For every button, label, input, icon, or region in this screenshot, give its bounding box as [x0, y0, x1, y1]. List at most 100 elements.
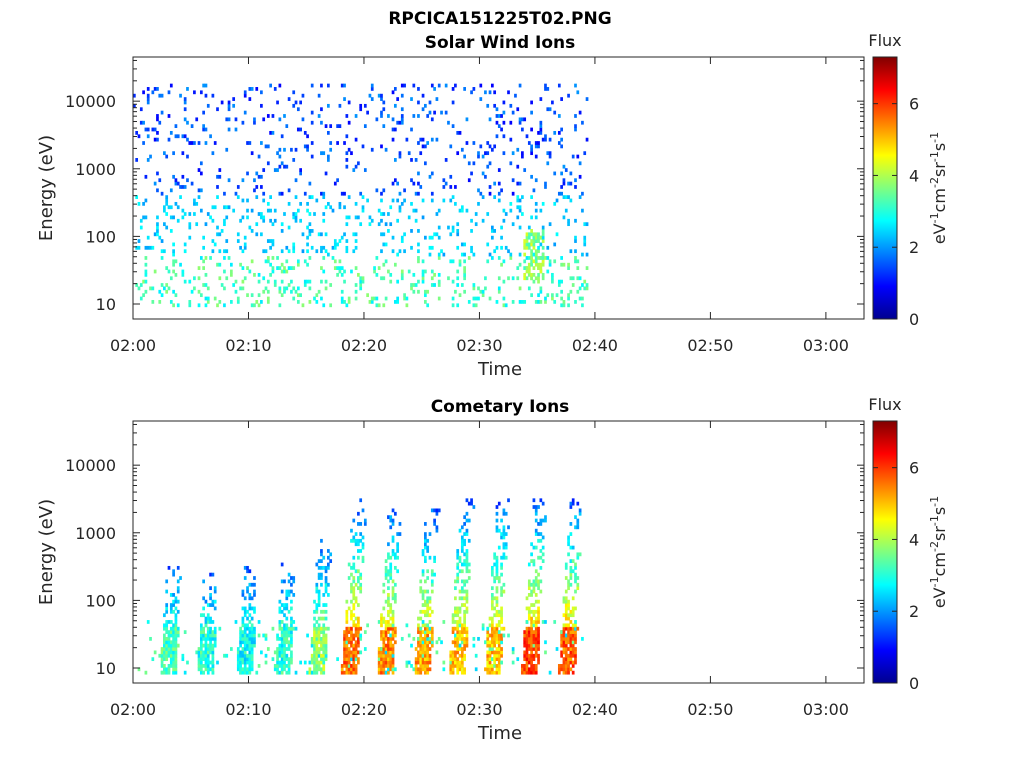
flux-cell [299, 293, 302, 298]
flux-cell [391, 586, 395, 591]
flux-cell [384, 653, 388, 658]
flux-cell [417, 256, 420, 260]
flux-cell [165, 198, 169, 203]
flux-cell [324, 124, 328, 128]
flux-cell [347, 215, 351, 220]
flux-cell [278, 117, 282, 122]
flux-cell [264, 660, 268, 665]
flux-cell [357, 511, 360, 516]
flux-cell [585, 252, 589, 257]
flux-cell [511, 151, 515, 156]
flux-cell [232, 97, 236, 101]
flux-cell [209, 256, 212, 260]
flux-cell [377, 208, 381, 213]
flux-cell [574, 650, 577, 655]
flux-cell [428, 599, 432, 604]
flux-cell [451, 229, 455, 233]
flux-cell [241, 670, 245, 675]
flux-cell [421, 276, 425, 281]
flux-cell [405, 623, 409, 628]
flux-cell [571, 647, 575, 651]
flux-cell [352, 613, 356, 618]
flux-cell [186, 137, 189, 142]
flux-cell [412, 114, 416, 118]
flux-cell [493, 552, 497, 557]
flux-cell [278, 643, 282, 648]
flux-cell [313, 609, 316, 614]
flux-cell [273, 664, 277, 668]
flux-cell [202, 124, 205, 128]
flux-cell [262, 191, 266, 196]
flux-cell [204, 141, 208, 145]
flux-cell [488, 670, 492, 675]
flux-cell [280, 134, 284, 139]
flux-cell [306, 235, 309, 240]
flux-cell [377, 222, 381, 227]
flux-cell [433, 87, 436, 91]
flux-cell [396, 549, 400, 553]
flux-cell [163, 151, 166, 156]
flux-cell [574, 185, 577, 189]
flux-cell [474, 667, 478, 672]
flux-cell [576, 522, 580, 526]
flux-cell [246, 670, 249, 675]
flux-cell [357, 626, 360, 631]
flux-cell [507, 633, 510, 638]
flux-cell [354, 283, 358, 287]
flux-cell [357, 569, 360, 574]
flux-cell [350, 633, 353, 638]
flux-cell [280, 640, 284, 645]
flux-cell [472, 643, 476, 648]
flux-cell [248, 593, 252, 597]
flux-cell [421, 667, 425, 672]
flux-cell [310, 110, 314, 115]
flux-cell [523, 300, 527, 304]
flux-cell [320, 609, 323, 614]
flux-cell [333, 242, 337, 247]
flux-cell [410, 664, 413, 668]
flux-cell [389, 633, 393, 638]
flux-cell [495, 569, 499, 574]
flux-cell [317, 640, 321, 645]
flux-cell [373, 266, 376, 270]
flux-cell [322, 653, 326, 658]
flux-cell [250, 636, 254, 641]
flux-cell [327, 158, 330, 162]
flux-cell [532, 636, 536, 641]
flux-cell [246, 589, 249, 594]
flux-cell [290, 630, 293, 634]
flux-cell [167, 664, 171, 668]
flux-cell [486, 103, 490, 108]
flux-cell [285, 657, 289, 662]
flux-cell [571, 636, 575, 641]
flux-cell [421, 593, 425, 597]
flux-cell [363, 518, 367, 523]
flux-cell [239, 245, 242, 250]
flux-cell [241, 215, 245, 220]
flux-cell [410, 643, 413, 648]
flux-cell [250, 229, 254, 233]
flux-cell [569, 569, 573, 574]
flux-cell [477, 151, 480, 156]
flux-cell [479, 83, 483, 88]
flux-cell [269, 245, 272, 250]
flux-cell [306, 225, 309, 230]
flux-cell [172, 643, 175, 648]
flux-cell [188, 235, 192, 240]
flux-cell [276, 636, 279, 641]
flux-cell [241, 279, 245, 284]
flux-cell [324, 643, 328, 648]
flux-cell [460, 579, 464, 584]
flux-cell [322, 603, 326, 607]
flux-cell [310, 660, 314, 665]
flux-cell [253, 303, 256, 308]
y-tick-label: 10000 [65, 92, 116, 111]
flux-cell [534, 178, 538, 183]
flux-cell [172, 289, 175, 294]
flux-cell [516, 107, 520, 112]
flux-cell [370, 87, 374, 91]
flux-cell [243, 643, 247, 648]
flux-cell [530, 272, 533, 277]
flux-cell [389, 569, 393, 574]
flux-cell [511, 660, 515, 665]
